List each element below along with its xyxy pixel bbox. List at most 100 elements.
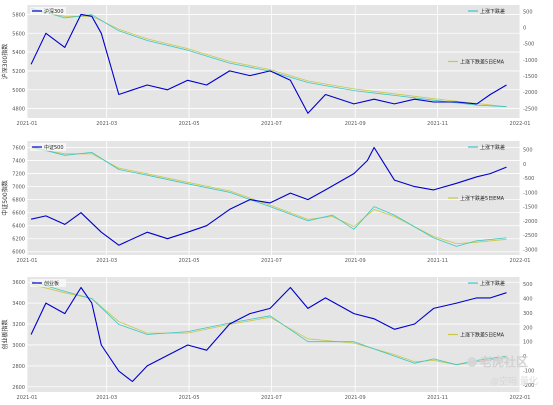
y-tick-label: 3000	[12, 343, 25, 349]
index-series-line	[30, 286, 507, 383]
panel-1: 2021-01 2021-03 2021-05 2021-07 2021-09 2021-…	[1, 5, 538, 127]
x-tick-label: 2021-01	[17, 395, 38, 401]
x-tick-label: 2022-01	[510, 121, 531, 127]
y2-tick-label: 500	[523, 9, 533, 15]
x-tick-label: 2022-01	[510, 395, 531, 401]
y-tick-label: 7600	[12, 146, 25, 152]
ema-series-line	[31, 283, 507, 366]
index-series-line	[30, 146, 507, 246]
y-tick-label: 5000	[12, 88, 25, 94]
legend-right-mid: 上涨下跌差5日EMA	[448, 332, 505, 339]
x-tick-label: 2021-07	[261, 395, 282, 401]
y2-tick-label: -200	[523, 383, 534, 389]
legend-label-ema: 上涨下跌差5日EMA	[460, 332, 505, 339]
y2-tick-label: -2500	[523, 233, 538, 239]
plot-area	[27, 277, 520, 392]
y-tick-label: 5400	[12, 50, 25, 56]
watermark-handle: @空吗 量化	[490, 375, 538, 387]
y-tick-label: 6800	[12, 198, 25, 204]
legend-label-index: 沪深300	[44, 8, 64, 15]
watermark: 老虎社区 @空吗 量化	[467, 354, 538, 387]
y2-tick-label: 0	[523, 354, 526, 360]
y2-tick-label: -1500	[523, 74, 538, 80]
y-tick-label: 3400	[12, 301, 25, 307]
x-tick-label: 2021-09	[345, 395, 366, 401]
y-tick-label: 3600	[12, 280, 25, 286]
plot-area	[27, 5, 520, 118]
y2-tick-label: -2000	[523, 90, 538, 96]
legend-label-breadth: 上涨下跌差	[480, 144, 505, 151]
y2-tick-label: 200	[523, 325, 533, 331]
y2-tick-label: -1000	[523, 58, 538, 64]
x-tick-label: 2021-11	[427, 258, 448, 264]
ema-series-line	[31, 9, 507, 108]
legend-label-breadth: 上涨下跌差	[480, 8, 505, 15]
watermark-text: 老虎社区	[480, 354, 528, 369]
legend-right-top: 上涨下跌差	[468, 144, 505, 151]
x-tick-label: 2021-11	[427, 395, 448, 401]
legend-label-breadth: 上涨下跌差	[480, 280, 505, 287]
legend-right-mid: 上涨下跌差5日EMA	[448, 59, 505, 66]
breadth-series-line	[31, 146, 507, 247]
legend-left: 创业板	[30, 279, 66, 287]
y2-tick-label: -1500	[523, 205, 538, 211]
legend-label-index: 创业板	[44, 280, 59, 287]
index-series-line	[30, 13, 507, 114]
legend-right-top: 上涨下跌差	[468, 8, 505, 15]
y2-tick-label: 300	[523, 311, 533, 317]
x-tick-label: 2021-09	[345, 121, 366, 127]
y-tick-label: 6600	[12, 211, 25, 217]
x-tick-label: 2021-01	[17, 121, 38, 127]
y2-tick-label: -100	[523, 368, 534, 374]
y-tick-label: 6000	[12, 250, 25, 256]
y-tick-label: 4800	[12, 107, 25, 113]
x-tick-label: 2021-03	[96, 258, 117, 264]
x-tick-label: 2021-09	[345, 258, 366, 264]
x-tick-label: 2021-07	[261, 258, 282, 264]
x-tick-label: 2021-03	[96, 395, 117, 401]
legend-label-ema: 上涨下跌差5日EMA	[460, 195, 505, 202]
y2-tick-label: 0	[523, 26, 526, 32]
y-tick-label: 3200	[12, 322, 25, 328]
y-tick-label: 7000	[12, 185, 25, 191]
x-tick-label: 2021-05	[179, 121, 200, 127]
y2-tick-label: 500	[523, 148, 533, 154]
y-tick-label: 7400	[12, 159, 25, 165]
legend-box	[30, 7, 66, 15]
y-tick-label: 7200	[12, 172, 25, 178]
panel-3: 2021-01 2021-03 2021-05 2021-07 2021-09 2021-…	[1, 277, 534, 401]
legend-left: 中证500	[30, 143, 66, 151]
legend-box	[30, 143, 66, 151]
y2-tick-label: 400	[523, 297, 533, 303]
y2-tick-label: -3000	[523, 247, 538, 253]
y-axis-label: 中证500指数	[1, 180, 9, 215]
y-axis-label: 沪深300指数	[1, 44, 9, 79]
y2-tick-label: -1000	[523, 190, 538, 196]
y-tick-label: 6200	[12, 237, 25, 243]
y2-tick-label: -500	[523, 176, 534, 182]
y2-tick-label: -500	[523, 42, 534, 48]
x-tick-label: 2022-01	[510, 258, 531, 264]
legend-right-top: 上涨下跌差	[468, 280, 505, 287]
x-tick-label: 2021-11	[427, 121, 448, 127]
breadth-series-line	[30, 280, 507, 366]
y-axis-label: 创业板指数	[1, 319, 9, 349]
y2-tick-label: 500	[523, 282, 533, 288]
y-tick-label: 6400	[12, 224, 25, 230]
x-tick-label: 2021-01	[17, 258, 38, 264]
x-tick-label: 2021-03	[96, 121, 117, 127]
legend-label-ema: 上涨下跌差5日EMA	[460, 59, 505, 66]
x-tick-label: 2021-05	[179, 395, 200, 401]
legend-label-index: 中证500	[44, 144, 64, 151]
legend-left: 沪深300	[30, 7, 66, 15]
y-tick-label: 5200	[12, 69, 25, 75]
x-tick-label: 2021-07	[261, 121, 282, 127]
y-tick-label: 2800	[12, 364, 25, 370]
y-tick-label: 2600	[12, 385, 25, 391]
x-tick-label: 2021-05	[179, 258, 200, 264]
y2-tick-label: 0	[523, 162, 526, 168]
legend-box	[30, 279, 66, 287]
y-tick-label: 5600	[12, 31, 25, 37]
